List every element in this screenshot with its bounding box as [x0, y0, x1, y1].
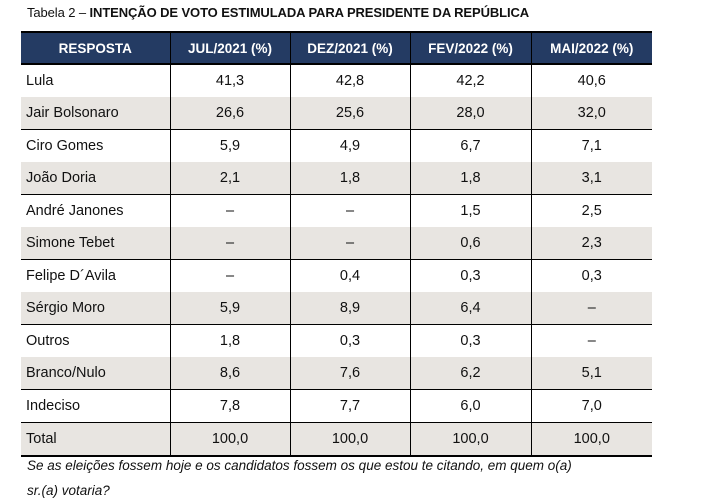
- cell-value: 0,6: [409, 227, 531, 260]
- cell-value: –: [289, 227, 410, 260]
- cell-value: 40,6: [530, 64, 652, 97]
- cell-value: 7,8: [169, 389, 290, 423]
- cell-value: 6,4: [409, 292, 531, 325]
- table-header-row: RESPOSTA JUL/2021 (%) DEZ/2021 (%) FEV/2…: [21, 31, 652, 65]
- table-row: João Doria 2,1 1,8 1,8 3,1: [21, 162, 652, 195]
- cell-value: 41,3: [169, 64, 290, 97]
- cell-value: 100,0: [409, 422, 531, 457]
- cell-value: 0,4: [289, 259, 410, 292]
- cell-value: 42,8: [289, 64, 410, 97]
- cell-value: 5,9: [169, 129, 290, 162]
- cell-value: 1,8: [409, 162, 531, 195]
- cell-value: 7,1: [530, 129, 652, 162]
- cell-value: 1,8: [289, 162, 410, 195]
- cell-value: 100,0: [530, 422, 652, 457]
- row-label: Outros: [21, 324, 170, 357]
- caption-title: INTENÇÃO DE VOTO ESTIMULADA PARA PRESIDE…: [89, 5, 530, 20]
- table-row: Felipe D´Avila – 0,4 0,3 0,3: [21, 259, 652, 292]
- question-note-line1: Se as eleições fossem hoje e os candidat…: [27, 458, 572, 473]
- header-dez-2021: DEZ/2021 (%): [289, 31, 410, 65]
- row-label: Jair Bolsonaro: [21, 97, 170, 130]
- cell-value: 6,7: [409, 129, 531, 162]
- header-resposta: RESPOSTA: [21, 31, 170, 65]
- cell-value: 2,5: [530, 194, 652, 227]
- vote-intention-table: RESPOSTA JUL/2021 (%) DEZ/2021 (%) FEV/2…: [21, 31, 652, 457]
- cell-value: 6,2: [409, 357, 531, 390]
- row-label: Simone Tebet: [21, 227, 170, 260]
- table-row: André Janones – – 1,5 2,5: [21, 194, 652, 227]
- cell-value: 26,6: [169, 97, 290, 130]
- cell-value: 8,6: [169, 357, 290, 390]
- header-jul-2021: JUL/2021 (%): [169, 31, 290, 65]
- table-row: Simone Tebet – – 0,6 2,3: [21, 227, 652, 260]
- cell-value: 25,6: [289, 97, 410, 130]
- cell-value: 100,0: [169, 422, 290, 457]
- cell-value: 5,9: [169, 292, 290, 325]
- row-label: Sérgio Moro: [21, 292, 170, 325]
- cell-value: 7,7: [289, 389, 410, 423]
- table-row: Branco/Nulo 8,6 7,6 6,2 5,1: [21, 357, 652, 390]
- cell-value: –: [530, 324, 652, 357]
- cell-value: –: [289, 194, 410, 227]
- table-row: Sérgio Moro 5,9 8,9 6,4 –: [21, 292, 652, 325]
- question-note-line2: sr.(a) votaria?: [27, 483, 110, 498]
- row-label: Lula: [26, 73, 54, 89]
- cell-value: 28,0: [409, 97, 531, 130]
- row-label: Ciro Gomes: [21, 129, 170, 162]
- table-row: Ciro Gomes 5,9 4,9 6,7 7,1: [21, 129, 652, 162]
- cell-value: 2,3: [530, 227, 652, 260]
- row-label: Indeciso: [21, 389, 170, 423]
- caption-prefix: Tabela 2 –: [27, 5, 90, 20]
- cell-value: 1,8: [169, 324, 290, 357]
- cell-value: 42,2: [409, 64, 531, 97]
- cell-value: 0,3: [530, 259, 652, 292]
- table-row: Outros 1,8 0,3 0,3 –: [21, 324, 652, 357]
- cell-value: 4,9: [289, 129, 410, 162]
- table-row: Lula 41,3 42,8 42,2 40,6: [21, 64, 652, 97]
- cell-value: 7,0: [530, 389, 652, 423]
- cell-value: 0,3: [409, 324, 531, 357]
- row-label: André Janones: [21, 194, 170, 227]
- row-label: Total: [21, 422, 170, 457]
- cell-value: 32,0: [530, 97, 652, 130]
- table-row: Indeciso 7,8 7,7 6,0 7,0: [21, 389, 652, 423]
- cell-value: 1,5: [409, 194, 531, 227]
- cell-value: 0,3: [409, 259, 531, 292]
- cell-value: –: [530, 292, 652, 325]
- cell-value: 6,0: [409, 389, 531, 423]
- cell-value: 2,1: [169, 162, 290, 195]
- cell-value: 8,9: [289, 292, 410, 325]
- table-caption: Tabela 2 – INTENÇÃO DE VOTO ESTIMULADA P…: [27, 5, 529, 20]
- cell-value: 7,6: [289, 357, 410, 390]
- cell-value: 0,3: [289, 324, 410, 357]
- header-mai-2022: MAI/2022 (%): [530, 31, 652, 65]
- cell-value: 100,0: [289, 422, 410, 457]
- row-label: João Doria: [21, 162, 170, 195]
- table-row: Jair Bolsonaro 26,6 25,6 28,0 32,0: [21, 97, 652, 130]
- total-row: Total 100,0 100,0 100,0 100,0: [21, 422, 652, 457]
- header-fev-2022: FEV/2022 (%): [409, 31, 531, 65]
- cell-value: –: [169, 227, 290, 260]
- cell-value: –: [169, 259, 290, 292]
- row-label: Felipe D´Avila: [21, 259, 170, 292]
- row-label: Branco/Nulo: [21, 357, 170, 390]
- cell-value: 3,1: [530, 162, 652, 195]
- cell-value: –: [169, 194, 290, 227]
- cell-value: 5,1: [530, 357, 652, 390]
